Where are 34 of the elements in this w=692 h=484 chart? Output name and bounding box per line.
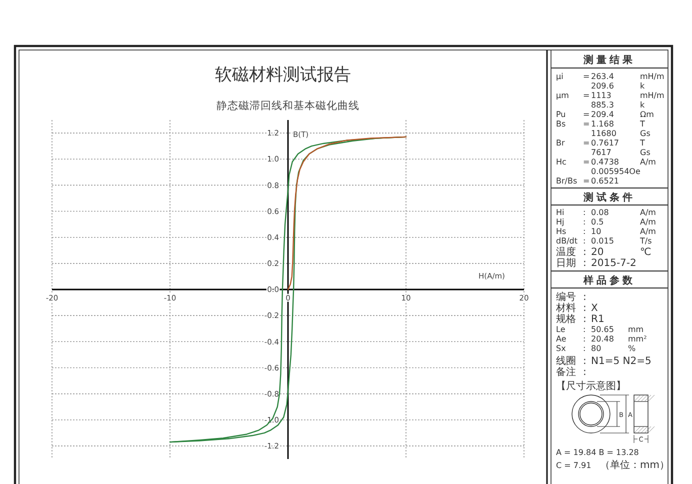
text: 材料 : X [555,302,598,314]
text: μm = 1113 mH/m [556,91,664,100]
text: Le : 50.65 mm [556,325,644,334]
text: 885.3 k [591,100,645,110]
text: dB/dt : 0.015 T/s [556,236,652,246]
text: 7617 Gs [591,148,650,157]
text: C = 7.91 （单位：mm） [556,459,670,471]
text: 线圈 : N1=5 N2=5 [556,355,652,367]
text: Hi : 0.08 A/m [556,208,656,217]
text: 测量结果 [582,54,636,66]
text: 0.005954Oe [591,167,640,176]
text: 209.6 k [591,82,645,90]
chart-subtitle: 静态磁滞回线和基本磁化曲线 [216,99,360,112]
text: 11680 Gs [591,129,650,138]
text: μi = 263.4 mH/m [556,72,664,81]
text: Sx : 80 % [556,344,636,353]
text: Br/Bs = 0.6521 [556,176,619,186]
text: 样品参数 [582,274,636,286]
text: A = 19.84 B = 13.28 [556,448,639,457]
text: Pu = 209.4 Ωm [556,110,654,119]
text: 日期 : 2015-7-2 [556,257,636,269]
text: 温度 : 20 ℃ [556,247,652,258]
text: 编号 : [556,291,586,303]
text: 备注 : [556,366,586,378]
chart-title: 软磁材料测试报告 [215,65,351,84]
text: Br = 0.7617 T [556,138,645,148]
text: 测试条件 [582,192,636,204]
text: Hs : 10 A/m [556,227,656,236]
text: Hc = 0.4738 A/m [556,158,656,166]
text: Bs = 1.168 T [556,120,645,128]
text: 规格 : R1 [556,313,604,325]
text: Ae : 20.48 mm² [556,334,647,344]
text: 【尺寸示意图】 [556,380,626,392]
text: Hj : 0.5 A/m [556,218,656,226]
